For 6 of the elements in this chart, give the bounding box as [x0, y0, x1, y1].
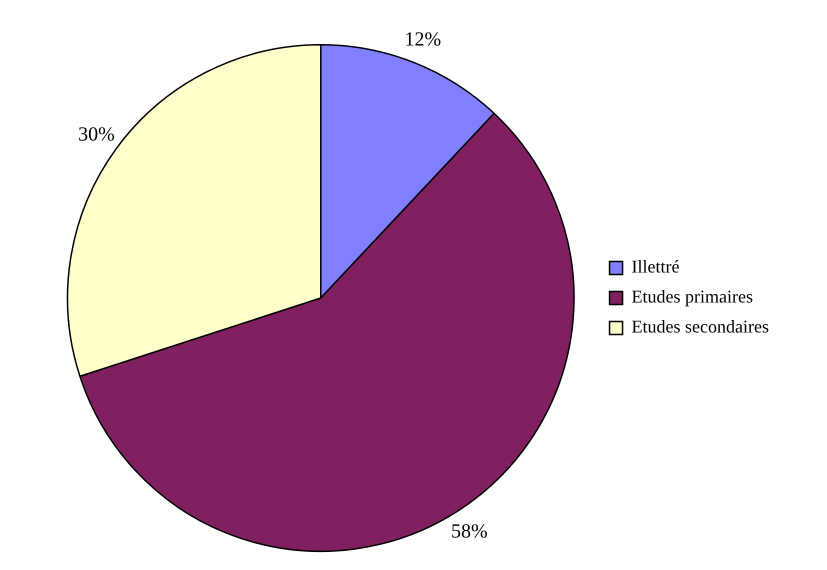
- legend-label: Etudes secondaires: [632, 316, 769, 337]
- data-label: 30%: [78, 123, 115, 146]
- legend-label: Etudes primaires: [632, 286, 754, 307]
- data-label: 12%: [404, 28, 442, 50]
- data-label: 58%: [450, 520, 488, 542]
- legend-label: Illettré: [632, 256, 680, 277]
